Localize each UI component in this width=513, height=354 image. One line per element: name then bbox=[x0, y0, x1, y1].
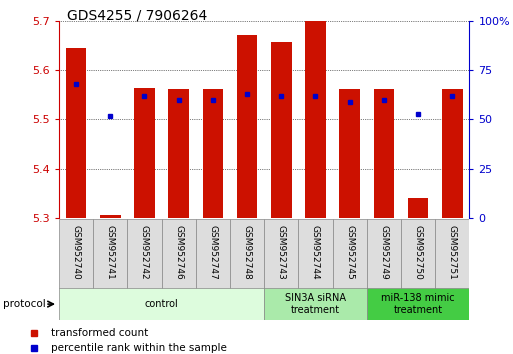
Text: GSM952744: GSM952744 bbox=[311, 225, 320, 280]
Text: GSM952745: GSM952745 bbox=[345, 225, 354, 280]
FancyBboxPatch shape bbox=[264, 288, 367, 320]
Text: GSM952742: GSM952742 bbox=[140, 225, 149, 280]
Bar bbox=[100, 215, 121, 218]
FancyBboxPatch shape bbox=[435, 219, 469, 289]
Bar bbox=[203, 89, 223, 218]
Text: miR-138 mimic
treatment: miR-138 mimic treatment bbox=[381, 293, 455, 315]
Bar bbox=[237, 35, 258, 218]
Text: SIN3A siRNA
treatment: SIN3A siRNA treatment bbox=[285, 293, 346, 315]
Text: GSM952747: GSM952747 bbox=[208, 225, 218, 280]
Bar bbox=[305, 21, 326, 218]
Text: GSM952743: GSM952743 bbox=[277, 225, 286, 280]
Bar bbox=[66, 48, 86, 218]
Text: GSM952740: GSM952740 bbox=[72, 225, 81, 280]
FancyBboxPatch shape bbox=[264, 219, 299, 289]
Text: GSM952750: GSM952750 bbox=[413, 225, 423, 280]
FancyBboxPatch shape bbox=[127, 219, 162, 289]
Text: GSM952749: GSM952749 bbox=[380, 225, 388, 280]
FancyBboxPatch shape bbox=[59, 288, 264, 320]
Bar bbox=[134, 87, 155, 218]
Bar bbox=[271, 42, 291, 218]
FancyBboxPatch shape bbox=[196, 219, 230, 289]
Text: GSM952748: GSM952748 bbox=[243, 225, 251, 280]
Text: protocol: protocol bbox=[3, 299, 45, 309]
Bar bbox=[373, 89, 394, 218]
Text: GSM952751: GSM952751 bbox=[448, 225, 457, 280]
Text: percentile rank within the sample: percentile rank within the sample bbox=[50, 343, 226, 353]
Bar bbox=[340, 89, 360, 218]
Text: GSM952746: GSM952746 bbox=[174, 225, 183, 280]
FancyBboxPatch shape bbox=[162, 219, 196, 289]
Bar bbox=[408, 198, 428, 218]
FancyBboxPatch shape bbox=[299, 219, 332, 289]
FancyBboxPatch shape bbox=[401, 219, 435, 289]
Text: control: control bbox=[145, 299, 179, 309]
FancyBboxPatch shape bbox=[332, 219, 367, 289]
Text: GDS4255 / 7906264: GDS4255 / 7906264 bbox=[67, 9, 207, 23]
FancyBboxPatch shape bbox=[367, 288, 469, 320]
Text: transformed count: transformed count bbox=[50, 328, 148, 338]
FancyBboxPatch shape bbox=[93, 219, 127, 289]
Text: GSM952741: GSM952741 bbox=[106, 225, 115, 280]
FancyBboxPatch shape bbox=[367, 219, 401, 289]
FancyBboxPatch shape bbox=[230, 219, 264, 289]
Bar bbox=[442, 89, 463, 218]
Bar bbox=[168, 89, 189, 218]
FancyBboxPatch shape bbox=[59, 219, 93, 289]
